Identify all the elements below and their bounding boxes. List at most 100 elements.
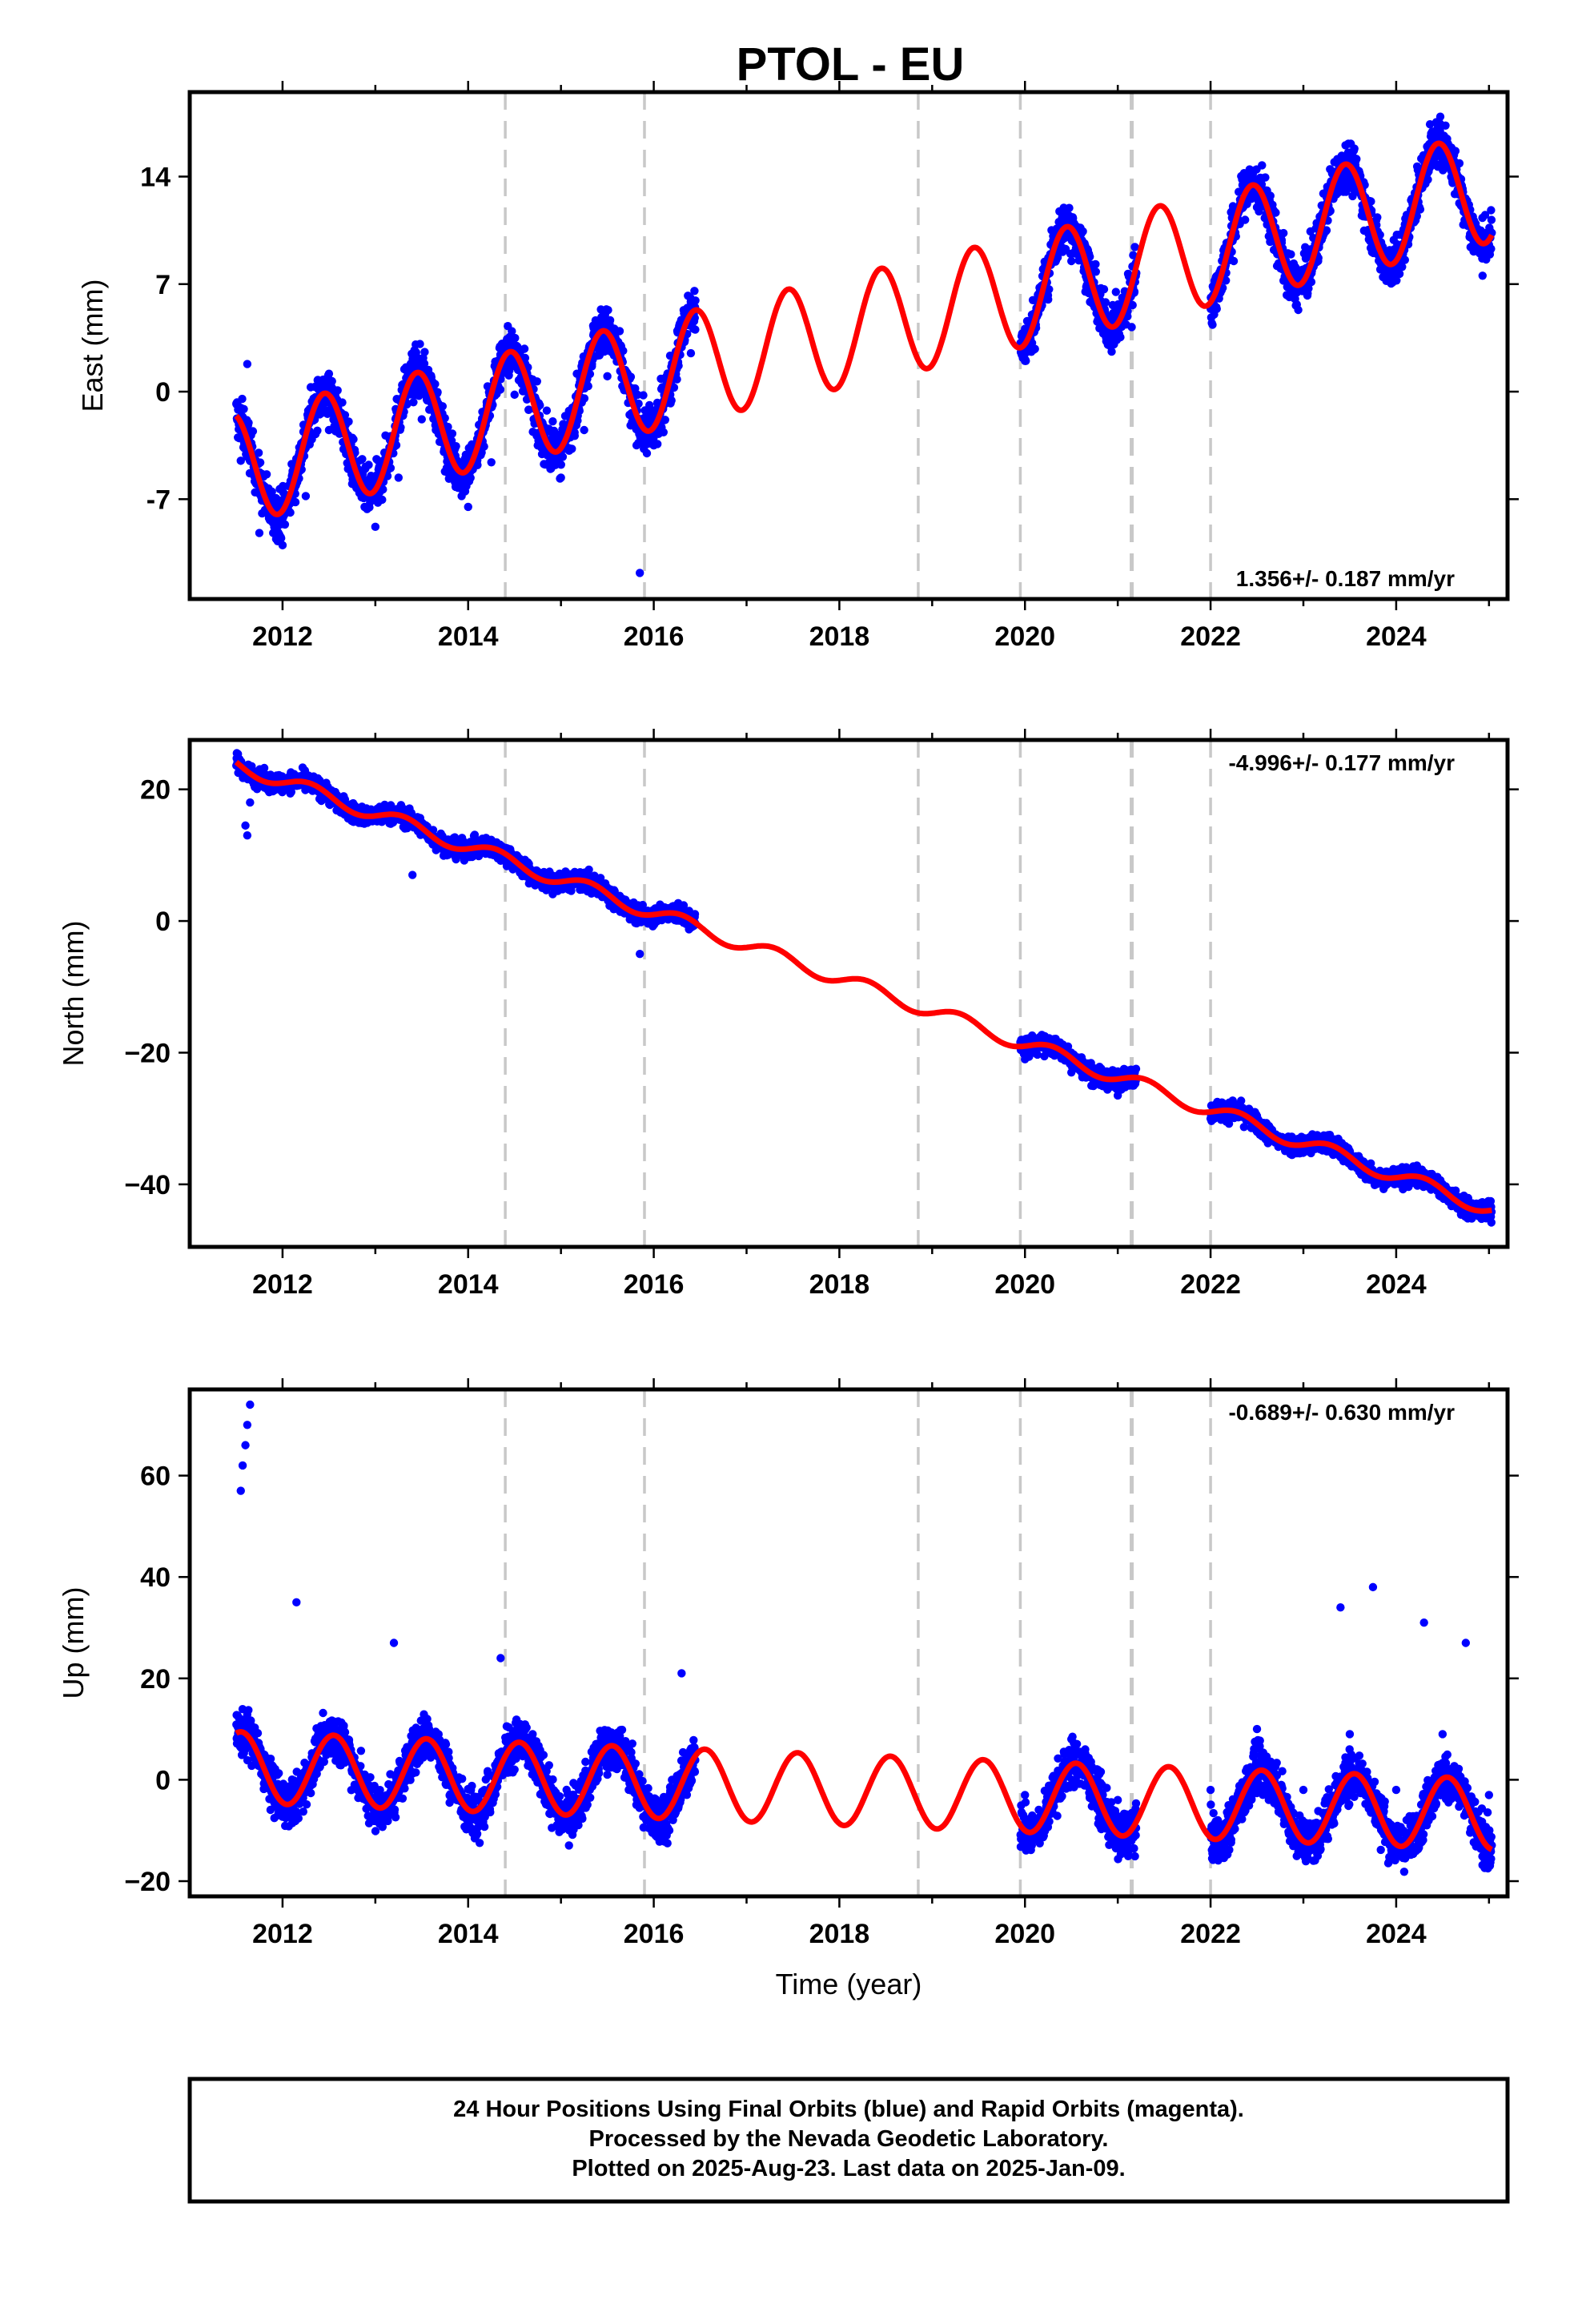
data-point: [1451, 147, 1460, 155]
data-point: [673, 375, 681, 384]
data-point: [1065, 203, 1074, 212]
data-point: [584, 865, 593, 875]
x-tick-label: 2022: [1180, 621, 1241, 652]
data-point: [347, 479, 357, 489]
data-point: [420, 359, 429, 368]
data-point: [244, 418, 253, 428]
data-point: [642, 448, 652, 458]
data-point: [364, 460, 373, 469]
data-point: [324, 369, 334, 378]
data-point: [1127, 323, 1136, 332]
data-point: [659, 428, 668, 436]
data-point: [487, 458, 496, 467]
data-point: [661, 416, 669, 424]
data-point: [558, 452, 568, 461]
data-point: [1091, 259, 1100, 269]
data-point: [542, 406, 552, 415]
data-point: [378, 495, 387, 505]
data-point: [1099, 285, 1109, 294]
data-point: [338, 398, 347, 407]
data-point: [649, 440, 658, 450]
data-point: [278, 541, 287, 550]
data-point: [1266, 191, 1275, 200]
data-point: [1252, 203, 1262, 212]
outlier-point: [243, 360, 252, 368]
data-point: [254, 448, 263, 457]
data-point: [568, 444, 576, 453]
data-points: [232, 749, 1496, 1227]
plot-frame: [187, 90, 1510, 601]
data-point: [511, 333, 520, 343]
outlier-point: [635, 569, 644, 577]
data-point: [409, 398, 418, 407]
data-point: [1423, 175, 1432, 184]
data-point: [1345, 179, 1355, 189]
data-point: [1307, 277, 1316, 287]
data-point: [333, 386, 342, 395]
data-point: [1261, 173, 1270, 182]
data-point: [1400, 255, 1410, 264]
data-point: [584, 382, 592, 391]
data-point: [448, 429, 457, 438]
data-point: [496, 385, 505, 394]
data-point: [433, 388, 442, 396]
data-point: [691, 296, 700, 305]
rate-label: 1.356+/- 0.187 mm/yr: [1236, 566, 1455, 591]
data-point: [349, 435, 358, 444]
data-point: [324, 425, 334, 435]
data-point: [510, 390, 519, 400]
data-point: [1287, 250, 1295, 259]
data-point: [1438, 157, 1447, 166]
data-point: [570, 432, 579, 440]
data-point: [416, 340, 424, 348]
data-point: [615, 327, 624, 336]
north-panel: 2012 2014 2016 2018 2020 2022 2024−40−20020Nor…: [57, 729, 1519, 1300]
data-point: [1241, 215, 1250, 224]
data-point: [371, 522, 380, 532]
data-point: [440, 413, 449, 423]
x-tick-label: 2024: [1366, 621, 1427, 652]
data-point: [1455, 159, 1464, 168]
data-point: [344, 417, 353, 426]
data-point: [444, 422, 452, 432]
data-point: [1066, 256, 1076, 266]
chart-title: PTOL - EU: [737, 38, 965, 90]
data-point: [603, 372, 612, 381]
data-point: [301, 492, 311, 501]
data-point: [556, 460, 565, 469]
data-point: [466, 473, 475, 482]
data-point: [1030, 344, 1039, 353]
data-point: [556, 473, 565, 482]
data-point: [358, 455, 367, 464]
data-point: [1258, 161, 1267, 170]
y-tick-label: 0: [155, 377, 171, 408]
data-point: [255, 529, 264, 537]
data-point: [580, 394, 589, 403]
data-point: [327, 376, 336, 386]
data-point: [690, 287, 699, 296]
data-point: [239, 404, 248, 413]
data-point: [313, 426, 322, 435]
data-point: [604, 306, 612, 315]
data-point: [1113, 333, 1122, 343]
data-point: [1487, 206, 1496, 215]
data-point: [255, 458, 265, 467]
x-tick-label: 2012: [252, 621, 313, 652]
data-point: [1208, 320, 1217, 329]
y-tick-label: -7: [147, 485, 171, 515]
data-point: [1350, 144, 1359, 153]
x-tick-label: 2020: [994, 621, 1055, 652]
data-point: [379, 485, 387, 494]
data-point: [420, 348, 429, 356]
data-point: [1487, 215, 1496, 224]
data-point: [417, 415, 426, 424]
data-point: [1107, 347, 1116, 356]
data-point: [291, 497, 300, 507]
data-point: [238, 394, 247, 404]
data-point: [236, 456, 245, 465]
data-point: [277, 533, 286, 543]
data-point: [1435, 112, 1445, 121]
y-axis-label: East (mm): [76, 279, 109, 412]
